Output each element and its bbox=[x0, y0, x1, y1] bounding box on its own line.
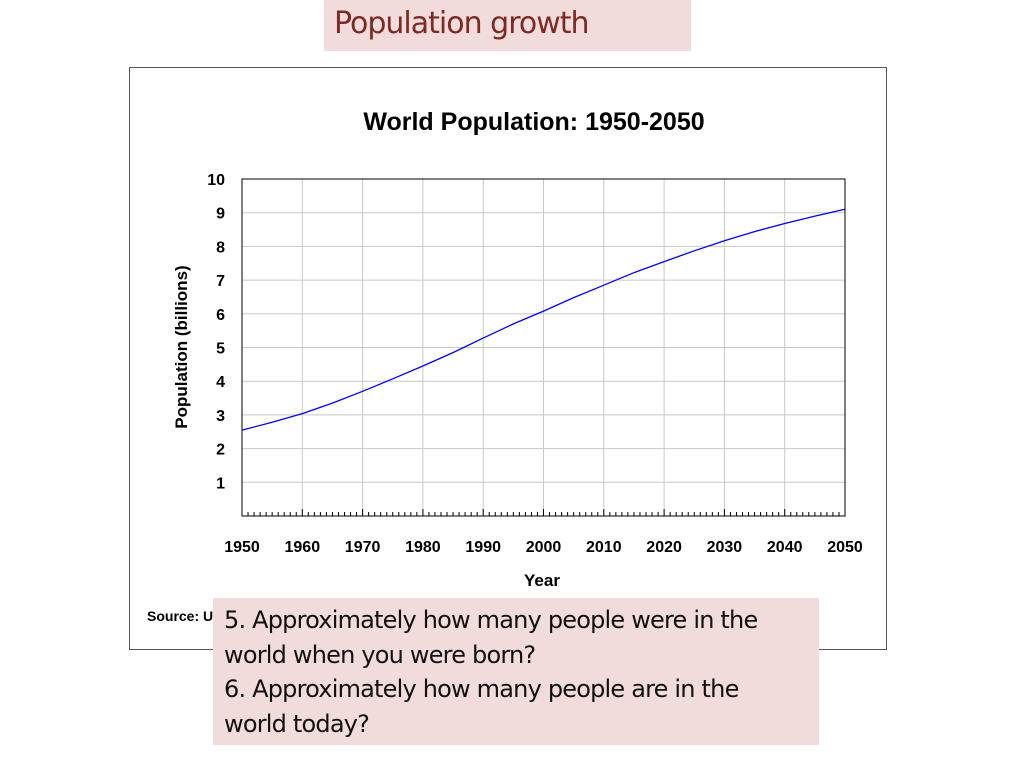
x-tick-label: 1960 bbox=[285, 539, 321, 556]
y-tick-label: 3 bbox=[216, 408, 225, 425]
question-5-line-2: world when you were born? bbox=[224, 640, 536, 669]
x-tick-label: 2030 bbox=[707, 539, 743, 556]
y-tick-label: 1 bbox=[216, 475, 225, 492]
questions-box: 5. Approximately how many people were in… bbox=[213, 598, 819, 745]
y-tick-label: 6 bbox=[216, 307, 225, 324]
slide-title: Population growth bbox=[324, 0, 691, 51]
y-tick-label: 5 bbox=[216, 341, 225, 358]
x-tick-label: 1970 bbox=[345, 539, 381, 556]
y-tick-label: 9 bbox=[216, 206, 225, 223]
series-line-0 bbox=[241, 208, 846, 431]
question-6-line-1: 6. Approximately how many people are in … bbox=[224, 675, 739, 703]
x-minor-ticks bbox=[241, 509, 846, 516]
x-tick-label: 1950 bbox=[224, 539, 260, 556]
y-tick-label: 4 bbox=[216, 374, 225, 391]
x-tick-label: 1990 bbox=[465, 539, 501, 556]
y-tick-label: 7 bbox=[216, 273, 225, 290]
x-axis-label: Year bbox=[524, 571, 560, 590]
grid-layer bbox=[242, 179, 845, 516]
x-tick-label: 2000 bbox=[526, 539, 562, 556]
question-6-line-2: world today? bbox=[224, 709, 370, 738]
x-tick-label: 1980 bbox=[405, 539, 441, 556]
population-chart: World Population: 1950-2050 1950 1960 1970… bbox=[147, 108, 863, 624]
source-label: Source: U bbox=[147, 608, 213, 624]
y-tick-label: 8 bbox=[216, 239, 225, 256]
series-layer bbox=[241, 208, 846, 431]
x-tick-label: 2040 bbox=[767, 539, 803, 556]
x-tick-label: 2050 bbox=[827, 539, 863, 556]
y-tick-label: 2 bbox=[216, 442, 225, 459]
chart-frame: World Population: 1950-2050 1950 1960 1970… bbox=[129, 67, 887, 650]
y-tick-label: 10 bbox=[207, 172, 225, 189]
chart-title: World Population: 1950-2050 bbox=[363, 108, 704, 136]
x-tick-label: 2010 bbox=[586, 539, 622, 556]
y-axis-label: Population (billions) bbox=[172, 265, 191, 428]
x-tick-label: 2020 bbox=[646, 539, 682, 556]
question-5-line-1: 5. Approximately how many people were in… bbox=[224, 606, 758, 634]
tick-labels: 1950 1960 1970 1980 1990 2000 2010 2020 2030 2040… bbox=[207, 172, 863, 556]
